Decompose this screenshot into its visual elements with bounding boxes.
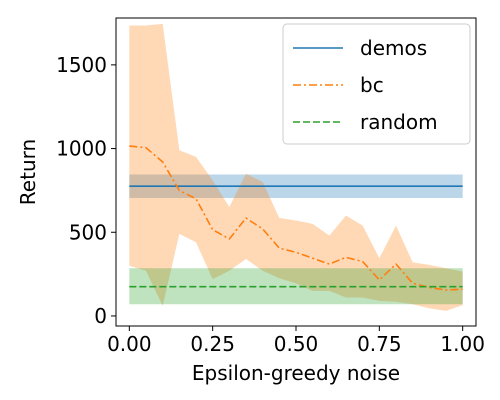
x-axis-title: Epsilon-greedy noise <box>192 361 400 385</box>
x-tick-label: 0.50 <box>274 332 319 356</box>
x-tick-label: 0.75 <box>357 332 402 356</box>
bc-legend-label: bc <box>360 73 384 97</box>
y-tick-label: 1500 <box>56 53 107 77</box>
legend-box <box>282 23 471 145</box>
y-axis-ticks: 0 500 1000 1500 <box>56 53 116 328</box>
demos-legend-label: demos <box>360 36 427 60</box>
y-tick-label: 500 <box>69 220 107 244</box>
bc-line <box>129 145 463 291</box>
y-tick-label: 1000 <box>56 137 107 161</box>
series-lines <box>129 145 463 291</box>
y-tick-label: 0 <box>94 304 107 328</box>
random-legend-label: random <box>360 110 438 134</box>
x-axis-ticks: 0.00 0.25 0.50 0.75 1.00 <box>107 326 485 356</box>
bc-band <box>129 23 463 311</box>
x-tick-label: 1.00 <box>440 332 485 356</box>
legend: demos bc random <box>282 23 471 145</box>
x-tick-label: 0.25 <box>190 332 235 356</box>
x-tick-label: 0.00 <box>107 332 152 356</box>
y-axis-title: Return <box>16 139 40 205</box>
